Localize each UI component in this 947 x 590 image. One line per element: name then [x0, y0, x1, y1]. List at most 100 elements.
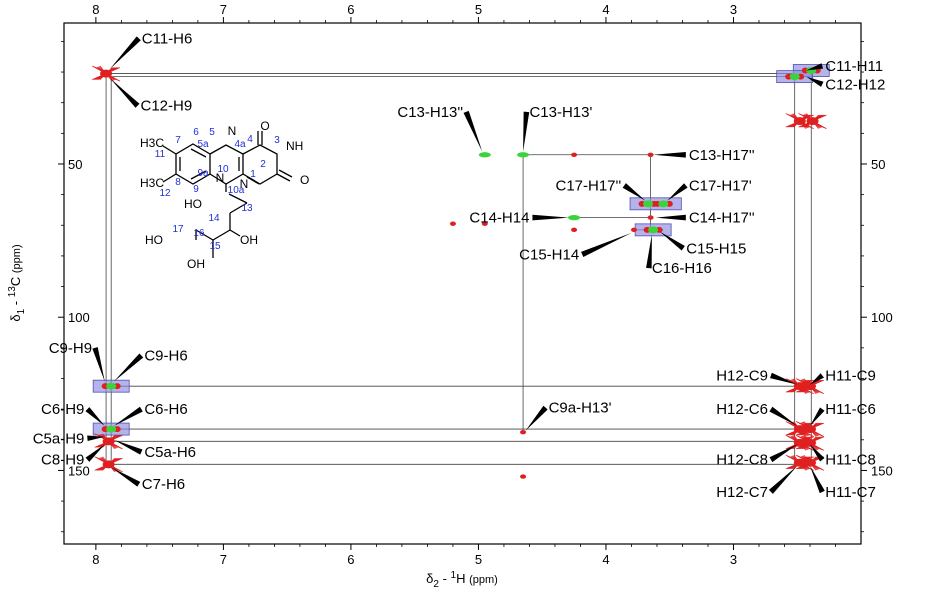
- guide-lines: [105, 70, 812, 465]
- cross-peak-highlight: [568, 215, 581, 221]
- peak-label: H11-C6: [825, 401, 876, 418]
- atom-label: OH: [187, 257, 205, 271]
- x-axis-title: δ2 - 1H (ppm): [426, 570, 498, 590]
- x-tick-label: 6: [347, 552, 354, 567]
- peak-label: C17-H17': [689, 177, 752, 194]
- axis-title-part: 1: [16, 308, 27, 314]
- y-tick-label-right: 50: [871, 157, 885, 172]
- peak-core: [803, 382, 816, 391]
- cross-peak: [520, 474, 527, 479]
- chemical-structure: [162, 131, 293, 258]
- label-pointer: [92, 347, 105, 382]
- label-pointer: [809, 407, 825, 427]
- peak-label: H11-C7: [825, 484, 876, 501]
- label-pointer: [646, 234, 652, 269]
- label-pointer: [806, 76, 824, 87]
- axis-title-part: -: [439, 571, 451, 586]
- peak-label: C8-H9: [41, 452, 84, 469]
- atom-number: 15: [209, 241, 221, 252]
- x-tick-label: 5: [475, 552, 482, 567]
- peak-core: [793, 438, 806, 447]
- y-tick-label: 150: [68, 463, 90, 478]
- peak-core: [100, 69, 113, 78]
- x-tick-label-top: 6: [347, 2, 354, 17]
- x-tick-label-top: 5: [475, 2, 482, 17]
- atom-number: 9a: [197, 168, 209, 179]
- cross-peak: [449, 221, 456, 226]
- pyrazine-ring: [209, 144, 244, 185]
- cross-peak-boxed: [101, 425, 121, 433]
- peak-center: [658, 200, 669, 208]
- atom-number: 5a: [197, 139, 209, 150]
- peak-label: C6-H6: [144, 401, 187, 418]
- x-tick-label: 4: [602, 552, 609, 567]
- cross-peak: [631, 227, 638, 233]
- label-pointer: [523, 111, 530, 152]
- x-tick-label: 8: [92, 552, 99, 567]
- y-tick-label-right: 100: [871, 310, 893, 325]
- label-pointer: [769, 406, 798, 427]
- y-tick-label-right: 150: [871, 463, 893, 478]
- atom-label: H3C: [140, 136, 164, 150]
- axis-title-part: C: [8, 277, 23, 286]
- atom-label: OH: [240, 233, 258, 247]
- peak-center: [106, 425, 117, 433]
- cross-peak: [795, 454, 825, 471]
- label-pointer: [659, 231, 685, 251]
- peak-core: [102, 460, 115, 469]
- label-pointer: [463, 110, 483, 152]
- peak-label: C14-H14: [469, 210, 529, 227]
- atom-number: 7: [175, 135, 181, 146]
- cross-peak: [571, 227, 578, 233]
- cross-peak: [520, 429, 527, 435]
- peak-label: C13-H17'': [689, 147, 755, 164]
- peak-core: [793, 382, 806, 391]
- label-pointer: [111, 467, 141, 487]
- label-pointer: [532, 214, 569, 221]
- peak-label: C6-H9: [41, 401, 84, 418]
- atom-label: N: [240, 177, 249, 191]
- label-pointer: [667, 183, 688, 201]
- x-tick-label-top: 3: [730, 2, 737, 17]
- axis-title-part: δ: [8, 314, 23, 321]
- atom-number: 12: [159, 188, 171, 199]
- atom-number: 4a: [234, 139, 246, 150]
- peak-label: C5a-H6: [144, 444, 196, 461]
- peak-label: C17-H17'': [555, 177, 621, 194]
- peak-label: H12-C7: [716, 484, 768, 501]
- structure-labels: H3C H3C N NH N N O O HO HO OH OH 7 6 5 4 3 5a 4a 2 11 8 9 9a 10 1…: [140, 119, 309, 271]
- cross-peak-boxed: [101, 382, 121, 390]
- label-pointer: [581, 232, 632, 257]
- peak-label: C9a-H13': [549, 400, 612, 417]
- peak-label: C15-H15: [686, 240, 746, 257]
- axis-title-part: H: [456, 571, 465, 586]
- label-pointer: [809, 444, 825, 462]
- x-tick-label-top: 8: [92, 2, 99, 17]
- atom-label: H3C: [140, 176, 164, 190]
- label-pointer: [525, 405, 548, 431]
- peak-core: [803, 425, 816, 434]
- cross-peak-highlight: [478, 152, 491, 158]
- label-pointer: [113, 439, 143, 455]
- cross-peak: [94, 456, 123, 473]
- cross-peak-highlight: [517, 152, 530, 158]
- atom-number: 6: [193, 127, 199, 138]
- atom-number: 2: [260, 159, 266, 170]
- y-tick-label: 100: [68, 310, 90, 325]
- label-pointer: [768, 465, 798, 494]
- label-pointer: [113, 353, 144, 382]
- atom-number: 1: [250, 169, 256, 180]
- peak-center: [643, 200, 654, 208]
- atom-number: 8: [175, 177, 181, 188]
- peak-label: C11-H11: [825, 58, 883, 75]
- cross-peak-boxed: [653, 200, 673, 208]
- peak-center: [789, 73, 800, 81]
- peak-core: [793, 117, 806, 126]
- atom-number: 9: [193, 184, 199, 195]
- y-axis-title: δ1 - 13C (ppm): [7, 244, 27, 321]
- label-pointer: [87, 435, 105, 442]
- peak-label: C5a-H9: [33, 430, 85, 447]
- label-pointer: [653, 151, 686, 158]
